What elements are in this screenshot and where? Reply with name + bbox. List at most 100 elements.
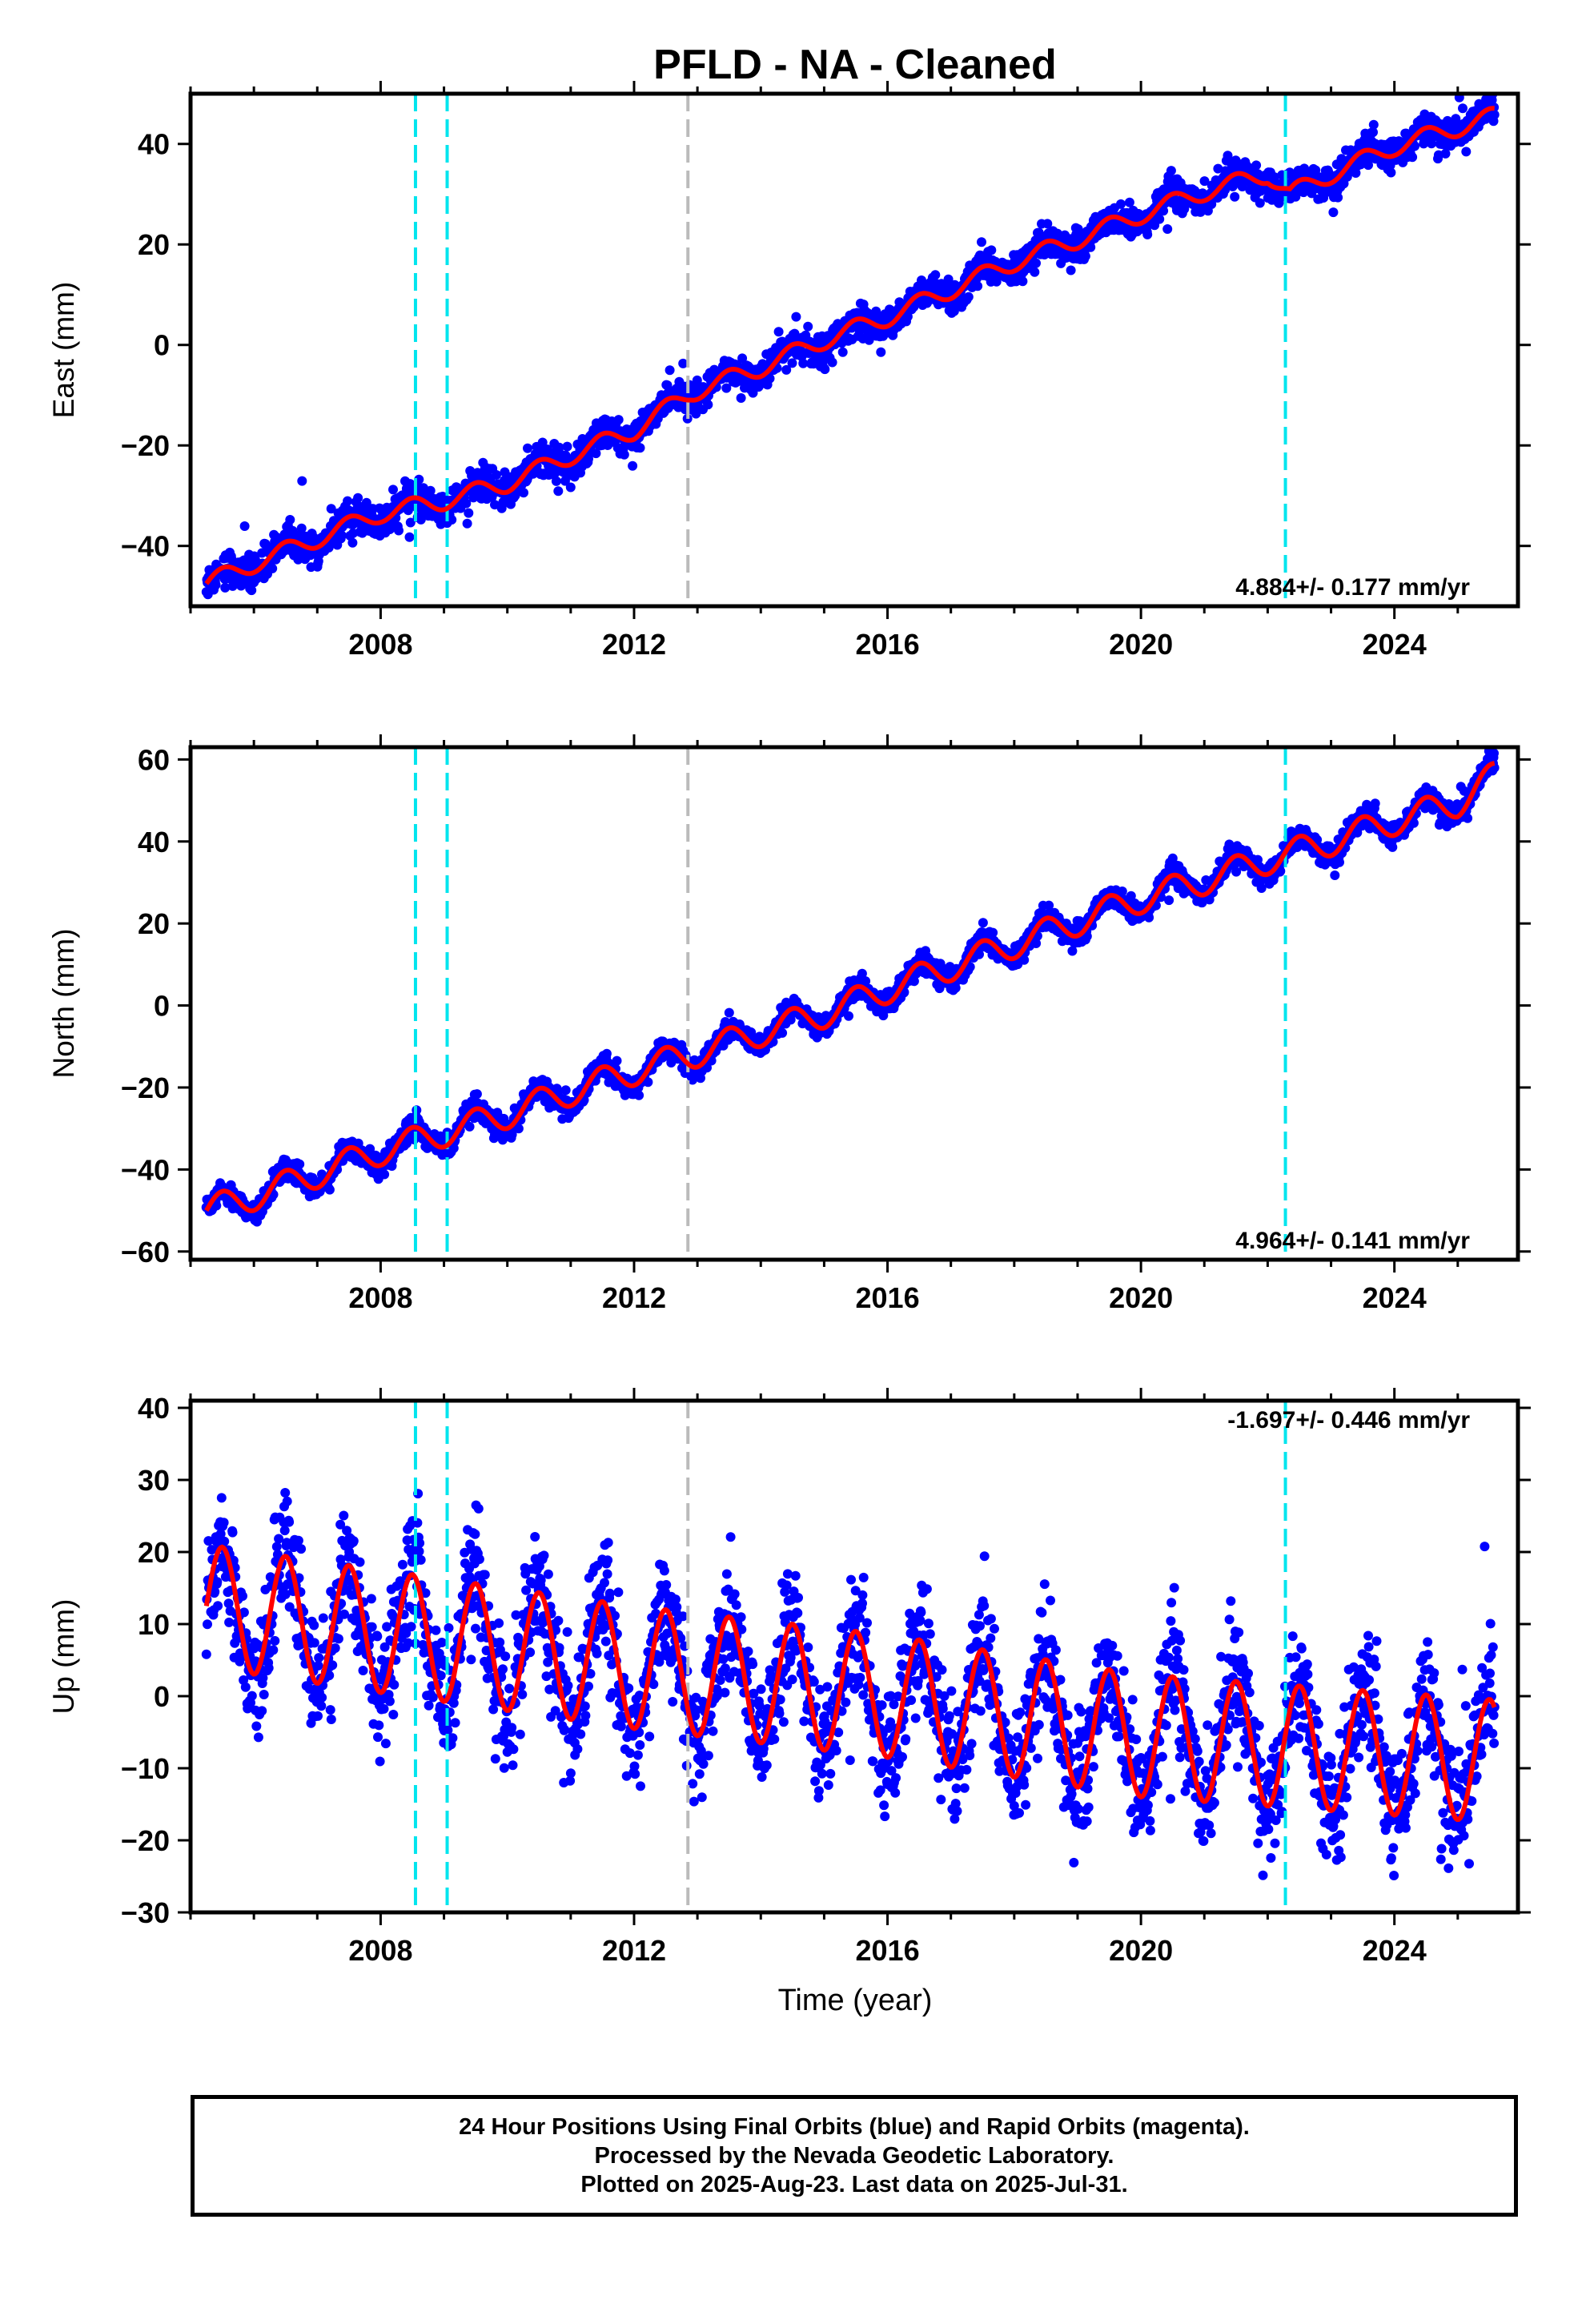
north-data-point (513, 1124, 524, 1134)
east-y-tick-label: 0 (154, 329, 170, 362)
east-data-point (343, 496, 353, 506)
east-data-point (1124, 197, 1134, 207)
east-data-point (1440, 148, 1451, 159)
east-data-point (1489, 110, 1500, 120)
east-data-point (773, 327, 784, 337)
east-data-point (1162, 224, 1173, 234)
east-x-tick-label: 2008 (348, 628, 412, 661)
east-y-tick-label: −20 (121, 429, 170, 462)
east-data-point (1319, 193, 1329, 203)
east-data-point (452, 482, 462, 493)
east-data-point (447, 515, 457, 525)
east-data-point (336, 530, 347, 541)
east-data-point (1230, 191, 1240, 202)
figure-title: PFLD - NA - Cleaned (653, 42, 1057, 88)
east-data-point (827, 357, 837, 368)
east-data-point (973, 281, 983, 292)
north-data-point (950, 983, 961, 993)
east-data-point (635, 443, 645, 453)
east-data-point (462, 518, 472, 529)
east-data-point (1410, 141, 1419, 151)
north-data-point (844, 1011, 853, 1021)
east-data-point (721, 383, 732, 393)
east-y-tick-label: 40 (138, 128, 170, 161)
east-data-point (353, 493, 363, 503)
east-frame (188, 91, 1520, 609)
north-data-point (1067, 946, 1078, 956)
east-data-point (1255, 198, 1265, 208)
east-data-point (584, 454, 593, 464)
east-data-point (1454, 94, 1464, 103)
east-data-point (1116, 199, 1126, 209)
north-data-point (560, 1085, 571, 1096)
north-data-point (1164, 895, 1174, 906)
north-data-point (861, 976, 871, 987)
east-data-point (565, 482, 576, 493)
north-data-point (1019, 955, 1030, 965)
east-data-point (1142, 229, 1153, 239)
north-data-points (201, 747, 1500, 1227)
east-x-tick-label: 2024 (1363, 628, 1427, 661)
east-data-point (247, 585, 257, 596)
east-data-point (864, 335, 874, 345)
east-data-point (1363, 160, 1373, 171)
east-data-point (1351, 168, 1361, 178)
north-data-point (909, 976, 919, 987)
east-data-point (765, 373, 775, 384)
east-y-axis-label: East (mm) (47, 282, 80, 419)
north-data-point (1330, 870, 1340, 880)
east-data-point (1066, 265, 1076, 275)
east-data-point (1158, 206, 1169, 216)
east-data-point (591, 448, 601, 459)
east-rate-label: 4.884+/- 0.177 mm/yr (1235, 574, 1470, 601)
east-x-tick-label: 2020 (1109, 628, 1173, 661)
east-data-point (251, 573, 262, 584)
north-data-point (211, 1200, 222, 1211)
east-data-point (297, 476, 307, 486)
north-data-point (1082, 931, 1092, 942)
east-plot-area (201, 94, 1500, 606)
east-data-point (523, 443, 532, 453)
east-data-point (820, 364, 830, 375)
east-model-line (204, 106, 1495, 585)
north-data-point (1256, 883, 1267, 893)
east-data-point (619, 449, 629, 460)
north-data-point (601, 1048, 612, 1059)
north-data-point (777, 1027, 788, 1038)
east-data-point (1086, 242, 1096, 252)
east-x-tick-label: 2012 (602, 628, 666, 661)
east-data-point (943, 274, 954, 284)
east-data-point (554, 442, 564, 452)
north-data-point (1335, 857, 1344, 867)
east-data-point (781, 364, 792, 375)
east-data-point (1407, 152, 1418, 163)
east-data-point (1166, 166, 1176, 176)
east-data-point (220, 582, 231, 593)
east-data-point (798, 358, 809, 368)
north-data-point (379, 1169, 390, 1180)
east-data-point (876, 347, 886, 357)
east-data-point (347, 537, 358, 548)
east-data-point (963, 292, 974, 302)
east-data-point (1031, 258, 1041, 268)
east-data-point (1451, 114, 1461, 124)
east-data-point (1213, 163, 1223, 174)
east-data-point (703, 400, 713, 410)
east-x-tick-label: 2016 (856, 628, 920, 661)
north-data-point (974, 949, 984, 959)
east-data-point (326, 504, 336, 514)
east-data-point (665, 365, 675, 376)
north-data-point (1031, 939, 1042, 948)
east-data-points (201, 94, 1500, 600)
east-data-point (613, 415, 624, 425)
north-data-point (1231, 866, 1242, 877)
east-data-point (464, 508, 474, 518)
east-data-point (1199, 176, 1210, 187)
east-data-point (1458, 103, 1468, 114)
east-data-point (461, 498, 472, 509)
east-data-point (296, 523, 307, 533)
east-data-point (388, 485, 398, 495)
east-data-point (628, 460, 638, 471)
